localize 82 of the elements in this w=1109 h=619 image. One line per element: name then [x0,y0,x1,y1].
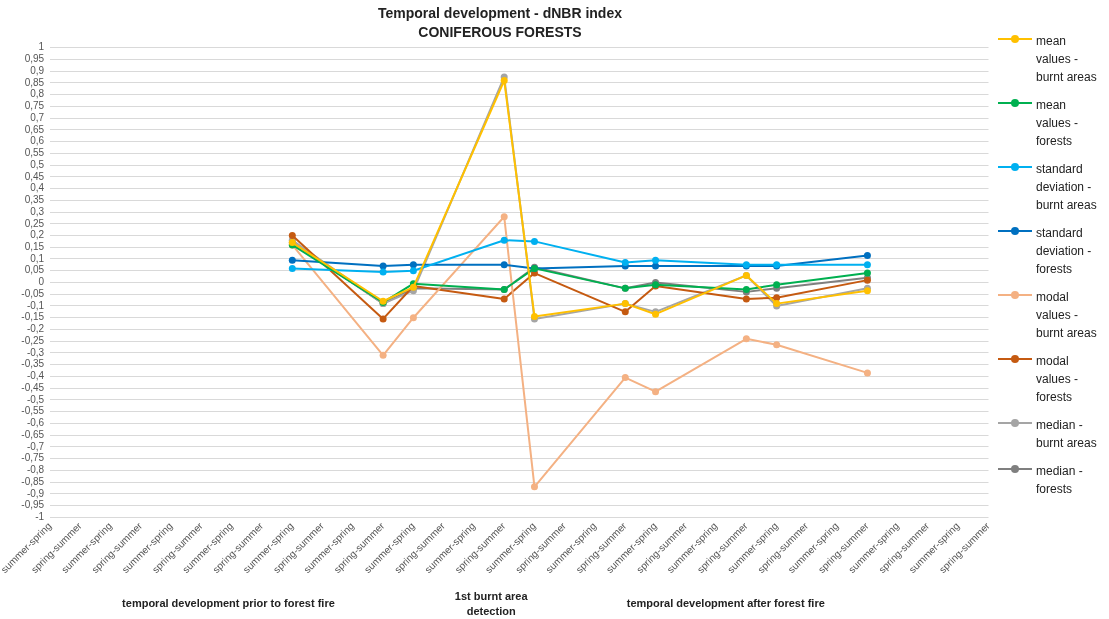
point [530,237,538,245]
point [742,295,750,303]
y-tick-label: 0,7 [30,111,45,123]
y-tick-label: -0,95 [21,499,45,511]
y-tick-label: 0,3 [30,205,45,217]
y-tick-label: -0,65 [21,428,45,440]
point [409,314,417,322]
y-tick-label: 0,95 [24,53,45,65]
point [379,315,387,323]
point [409,261,417,269]
point [863,251,871,259]
y-tick-label: 0,55 [24,147,45,159]
point [652,388,660,396]
legend-label: mean values - forests [1036,97,1080,150]
point [742,335,750,343]
y-tick-label: -0,45 [21,381,45,393]
point [500,261,508,269]
y-tick-label: -0,55 [21,405,45,417]
legend-label: modal values - forests [1036,353,1080,406]
point [409,267,417,275]
y-tick-label: -0,2 [26,323,45,335]
chart-title: Temporal development - dNBR index [378,5,623,22]
y-tick-label: 0,9 [30,64,45,76]
y-tick-label: 0,2 [30,229,45,241]
y-tick-label: -0,05 [21,287,45,299]
y-tick-label: -0,7 [26,440,45,452]
y-tick-label: 0,75 [24,100,45,112]
point [652,262,660,270]
legend-label: mean values - burnt areas [1036,33,1098,86]
legend-label: median - forests [1036,463,1084,498]
point [621,308,629,316]
y-tick-label: -0,75 [21,452,45,464]
y-tick-label: 0 [38,276,45,288]
y-tick-label: 0,8 [30,88,45,100]
point [288,256,296,264]
legend-label: standard deviation - forests [1036,225,1093,278]
y-tick-label: 0,05 [24,264,45,276]
y-tick-label: 0,65 [24,123,45,135]
point [863,261,871,269]
point [379,268,387,276]
y-tick-label: -0,6 [26,417,45,429]
y-tick-label: -0,9 [26,487,45,499]
point [500,295,508,303]
point [773,341,781,349]
y-tick-label: -0,1 [26,299,45,311]
y-tick-label: 0,6 [30,135,45,147]
point [500,213,508,221]
legend-label: standard deviation - burnt areas [1036,161,1098,214]
y-tick-label: -0,15 [21,311,45,323]
text: temporal development prior to forest fire [122,597,335,610]
y-tick-label: 0,85 [24,76,45,88]
y-tick-label: -0,85 [21,475,45,487]
point [530,483,538,491]
legend-label: modal values - burnt areas [1036,289,1098,342]
y-tick-label: -0,8 [26,464,45,476]
text: temporal development after forest fire [626,597,825,610]
point [621,374,629,382]
y-tick-label: 0,35 [24,194,45,206]
y-tick-label: -0,4 [26,370,45,382]
y-tick-label: -0,3 [26,346,45,358]
chart-subtitle: CONIFEROUS FORESTS [418,24,582,41]
point [863,269,871,277]
point [500,236,508,244]
y-tick-label: -0,25 [21,334,45,346]
y-tick-label: -0,35 [21,358,45,370]
point [773,294,781,302]
point [288,232,296,240]
text: 1st burnt area detection [454,590,529,618]
legend-label: median - burnt areas [1036,417,1098,452]
y-tick-label: -1 [35,511,45,523]
y-tick-label: 0,45 [24,170,45,182]
y-tick-label: 0,4 [30,182,45,194]
y-tick-label: 1 [38,41,45,53]
y-tick-label: -0,5 [26,393,45,405]
y-tick-label: 0,5 [30,158,45,170]
y-tick-label: 0,1 [30,252,45,264]
point [288,264,296,272]
point [652,256,660,264]
y-tick-label: 0,15 [24,241,45,252]
point [863,369,871,377]
y-tick-label: 0,25 [24,217,45,229]
point [379,351,387,359]
